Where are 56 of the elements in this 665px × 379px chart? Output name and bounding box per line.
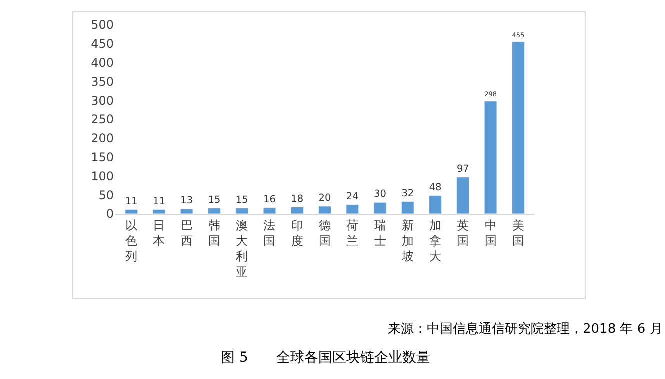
- y-tick-label: 150: [91, 150, 114, 164]
- bar: [208, 208, 221, 214]
- y-tick-label: 350: [91, 74, 114, 89]
- x-tick-label: 韩国: [208, 218, 220, 248]
- bar: [263, 208, 276, 214]
- x-tick-label: 荷兰: [346, 218, 359, 248]
- x-tick-label: 巴西: [180, 218, 193, 248]
- data-label: 15: [208, 194, 221, 206]
- y-tick-label: 450: [91, 37, 114, 52]
- data-label: 24: [346, 191, 359, 202]
- bar: [125, 210, 138, 214]
- x-tick-label: 新加坡: [400, 218, 414, 264]
- x-tick-label: 加拿大: [430, 218, 442, 264]
- x-tick-label: 日本: [153, 218, 166, 248]
- bar: [346, 204, 360, 214]
- x-tick-label: 法国: [264, 218, 276, 248]
- data-label: 18: [291, 194, 304, 205]
- x-tick-label: 美国: [512, 218, 524, 248]
- bar: [236, 208, 249, 214]
- x-tick-label: 印度: [291, 218, 304, 248]
- x-tick-label: 中国: [484, 218, 497, 248]
- y-tick-label: 300: [91, 94, 114, 108]
- data-label: 32: [402, 188, 414, 200]
- x-tick-label: 以色列: [126, 218, 138, 264]
- data-label: 15: [236, 194, 248, 206]
- data-label: 48: [429, 182, 442, 194]
- bar: [456, 177, 470, 214]
- y-tick-label: 500: [91, 18, 114, 32]
- y-tick-label: 250: [91, 112, 114, 127]
- y-tick-label: 400: [91, 56, 114, 70]
- data-label: 13: [180, 196, 194, 207]
- x-tick-label: 英国: [457, 218, 470, 248]
- caption: 图 5 全球各国区块链企业数量: [221, 350, 430, 366]
- bar: [512, 42, 525, 214]
- data-label: 20: [318, 193, 332, 204]
- data-label: 30: [374, 189, 386, 200]
- bar: [429, 196, 442, 214]
- source-note: 来源：中国信息通信研究院整理，2018 年 6 月: [388, 322, 663, 337]
- x-tick-label: 德国: [319, 218, 331, 248]
- data-label: 11: [153, 196, 166, 208]
- bar: [374, 202, 387, 214]
- data-label: 16: [264, 194, 276, 206]
- bar: [290, 206, 304, 214]
- bar: [152, 210, 166, 214]
- y-tick-label: 200: [91, 132, 114, 146]
- bar: [180, 208, 194, 214]
- data-label: 97: [456, 164, 470, 175]
- bar: [484, 101, 498, 214]
- y-tick-label: 100: [91, 169, 114, 184]
- x-tick-label: 瑞士: [374, 218, 386, 248]
- bar: [318, 206, 332, 214]
- x-tick-label: 澳大利亚: [236, 218, 248, 280]
- bar: [401, 202, 414, 214]
- data-label: 11: [125, 196, 138, 208]
- y-tick-label: 50: [98, 188, 114, 202]
- y-tick-label: 0: [106, 207, 114, 222]
